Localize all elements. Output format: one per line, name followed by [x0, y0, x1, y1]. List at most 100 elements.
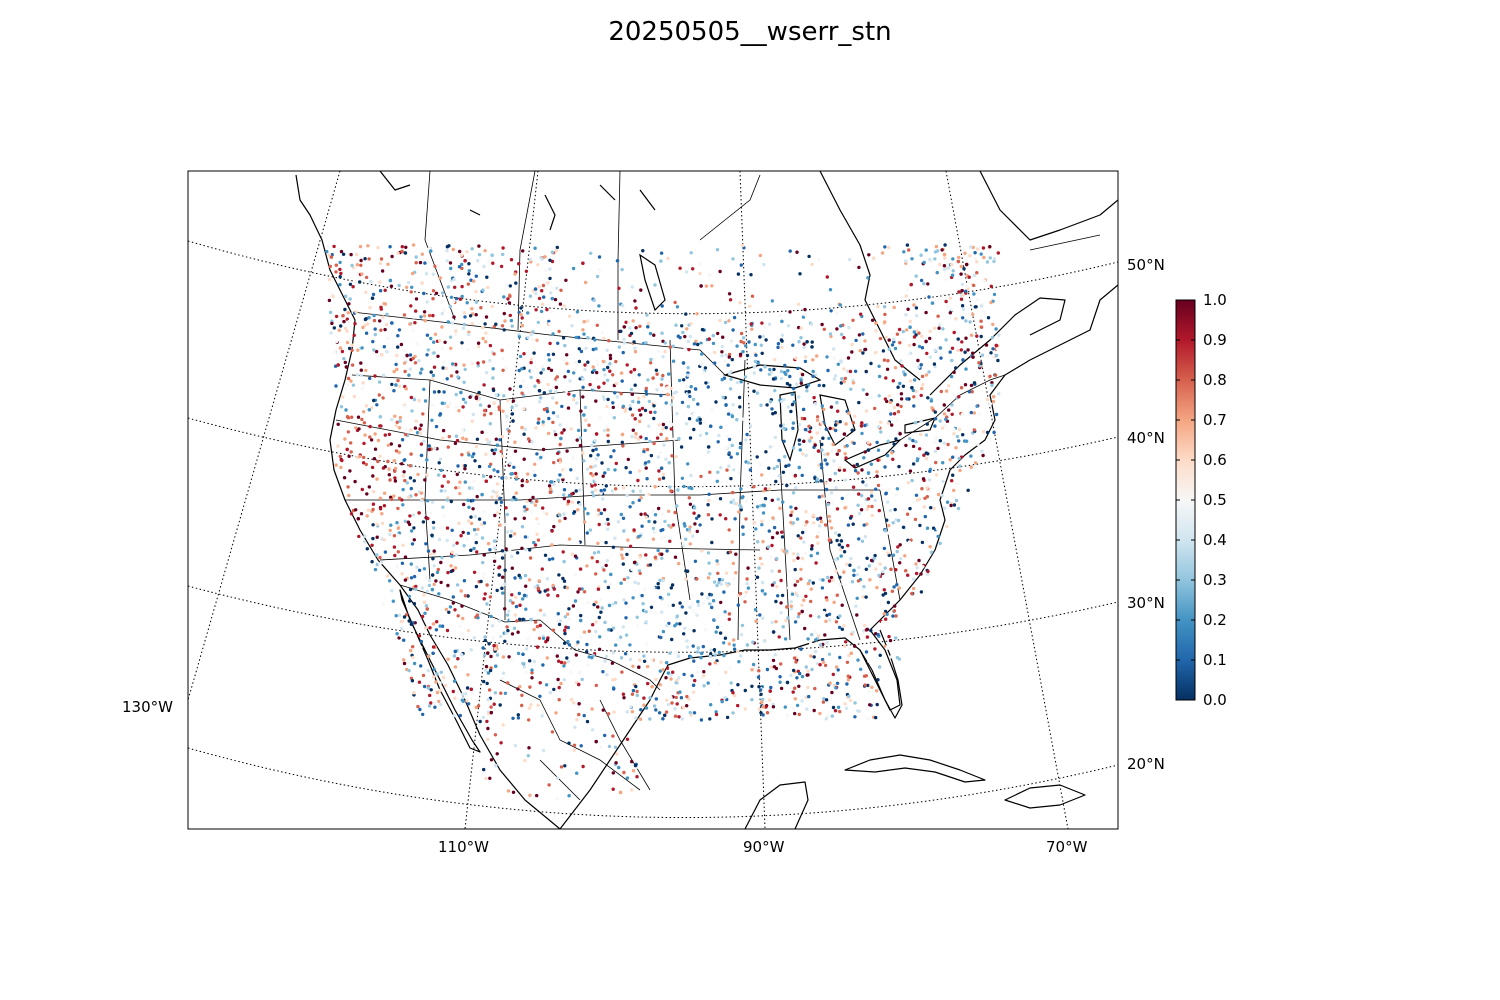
- station-marker: [860, 421, 864, 425]
- station-marker: [839, 539, 844, 543]
- station-marker: [861, 332, 865, 336]
- station-marker: [459, 253, 464, 257]
- station-marker: [849, 387, 853, 391]
- station-marker: [520, 483, 524, 488]
- station-marker: [644, 553, 648, 557]
- station-marker: [533, 473, 537, 478]
- station-marker: [642, 659, 647, 663]
- station-marker: [824, 717, 828, 721]
- station-marker: [389, 284, 394, 288]
- station-marker: [338, 283, 342, 287]
- station-marker: [582, 590, 587, 594]
- station-marker: [522, 665, 526, 669]
- florida: [859, 629, 903, 719]
- station-marker: [338, 346, 343, 350]
- station-marker: [464, 437, 468, 442]
- station-marker: [587, 629, 591, 633]
- station-marker: [904, 569, 908, 573]
- station-marker: [539, 371, 543, 375]
- station-marker: [364, 404, 369, 408]
- station-marker: [536, 586, 540, 591]
- station-marker: [805, 389, 809, 393]
- station-marker: [340, 458, 344, 463]
- station-marker: [533, 503, 538, 507]
- station-marker: [494, 500, 498, 505]
- station-marker: [668, 420, 672, 424]
- station-marker: [491, 388, 496, 393]
- station-marker: [622, 598, 626, 602]
- station-marker: [486, 285, 490, 290]
- station-marker: [507, 301, 512, 305]
- station-marker: [695, 516, 699, 520]
- station-marker: [862, 523, 866, 527]
- station-marker: [772, 525, 777, 530]
- station-marker: [869, 395, 873, 400]
- station-marker: [717, 577, 722, 582]
- station-marker: [877, 394, 881, 398]
- station-marker: [702, 420, 706, 424]
- station-marker: [426, 686, 430, 690]
- station-marker: [668, 651, 672, 655]
- station-marker: [767, 487, 772, 491]
- station-marker: [537, 636, 542, 640]
- station-marker: [461, 436, 465, 440]
- station-marker: [572, 743, 577, 747]
- station-marker: [517, 573, 521, 578]
- station-marker: [402, 361, 407, 365]
- station-marker: [328, 264, 332, 269]
- station-marker: [917, 344, 922, 349]
- colorbar-tick-label: 1.0: [1203, 291, 1227, 309]
- station-marker: [381, 396, 385, 400]
- station-marker: [823, 458, 827, 462]
- station-marker: [516, 713, 520, 717]
- station-marker: [804, 594, 808, 598]
- station-marker: [463, 367, 467, 372]
- station-marker: [488, 358, 492, 363]
- station-marker: [716, 571, 720, 575]
- station-marker: [823, 523, 828, 527]
- station-marker: [920, 487, 924, 491]
- station-marker: [964, 336, 968, 340]
- station-marker: [349, 450, 353, 454]
- station-marker: [371, 507, 375, 512]
- station-marker: [379, 305, 383, 309]
- station-marker: [848, 563, 852, 567]
- station-marker: [680, 717, 684, 721]
- station-marker: [920, 374, 925, 379]
- station-marker: [945, 500, 950, 504]
- station-marker: [681, 361, 686, 365]
- station-marker: [499, 449, 503, 454]
- station-marker: [715, 583, 719, 588]
- station-marker: [563, 764, 567, 768]
- station-marker: [821, 660, 826, 664]
- station-marker: [562, 641, 567, 645]
- station-marker: [760, 523, 764, 527]
- station-marker: [613, 391, 617, 395]
- station-marker: [576, 541, 580, 545]
- station-marker: [847, 257, 852, 262]
- station-marker: [644, 706, 649, 710]
- station-marker: [721, 395, 725, 399]
- station-marker: [540, 302, 545, 306]
- station-marker: [505, 512, 510, 517]
- station-marker: [485, 719, 489, 724]
- station-marker: [994, 343, 998, 348]
- station-marker: [437, 537, 442, 542]
- station-marker: [732, 647, 737, 651]
- station-marker: [834, 569, 838, 573]
- station-marker: [540, 289, 544, 293]
- station-marker: [631, 769, 636, 773]
- station-marker: [620, 267, 624, 272]
- station-marker: [373, 447, 378, 451]
- station-marker: [628, 326, 632, 330]
- station-marker: [899, 359, 903, 363]
- station-marker: [914, 440, 918, 444]
- station-marker: [385, 312, 389, 316]
- station-marker: [551, 352, 556, 356]
- station-marker: [521, 597, 525, 601]
- station-marker: [578, 436, 583, 440]
- station-marker: [488, 422, 492, 426]
- station-marker: [417, 634, 422, 638]
- station-marker: [973, 461, 978, 465]
- station-marker: [541, 420, 545, 424]
